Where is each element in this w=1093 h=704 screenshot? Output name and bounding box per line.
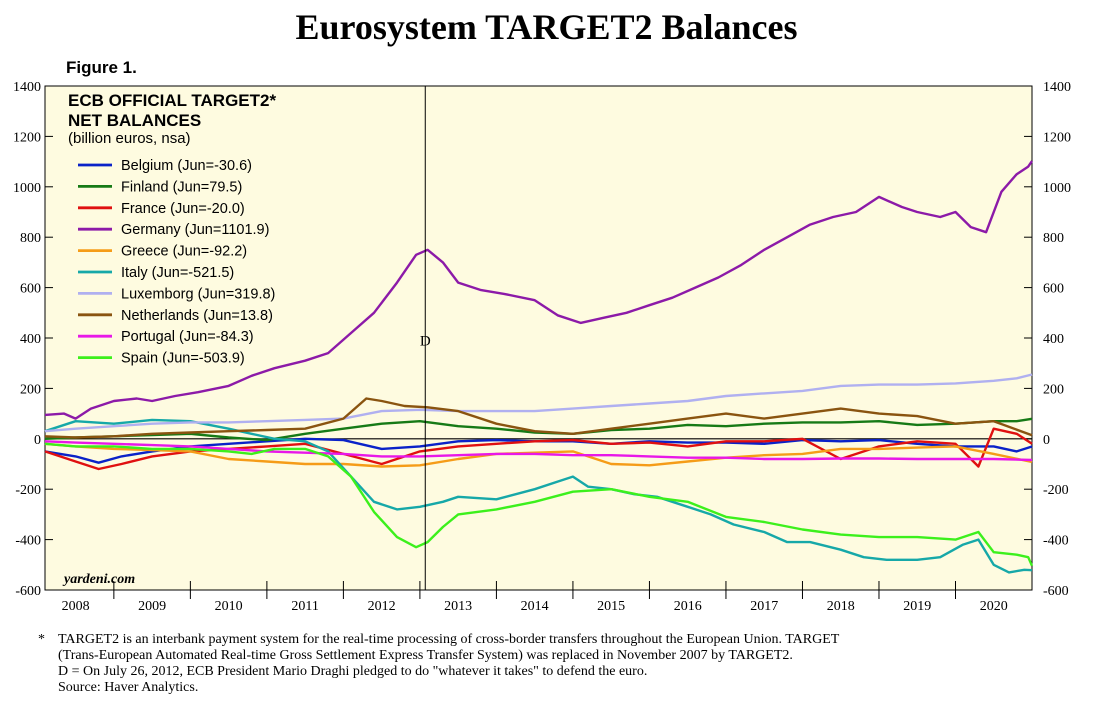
x-tick-label: 2011 [291,599,318,614]
x-tick-label: 2012 [368,599,396,614]
box-title-line1: ECB OFFICIAL TARGET2* [68,91,276,110]
y-tick-label-left: 800 [20,231,41,246]
box-title-line2: NET BALANCES [68,111,201,130]
tick-labels: -600 -600 -400 -400 -200 -200 0 0 200 200 400 400 60… [13,80,1071,614]
y-tick-label-left: 200 [20,382,41,397]
y-tick-label-left: -200 [15,483,41,498]
y-tick-label-right: 1000 [1043,181,1071,196]
x-tick-label: 2020 [980,599,1008,614]
x-tick-label: 2017 [750,599,778,614]
legend: Belgium (Jun=-30.6) Finland (Jun=79.5) Fra… [78,158,275,367]
y-tick-label-right: -600 [1043,584,1069,599]
footnote-star: * [38,632,45,647]
y-tick-label-right: 600 [1043,282,1064,297]
y-tick-label-right: 0 [1043,433,1050,448]
plot-area [44,85,1033,591]
y-tick-label-left: 1000 [13,181,41,196]
legend-label-portugal: Portugal (Jun=-84.3) [121,329,254,345]
x-tick-label: 2013 [444,599,472,614]
legend-label-finland: Finland (Jun=79.5) [121,179,242,195]
y-tick-label-left: 0 [34,433,41,448]
y-tick-label-right: -200 [1043,483,1069,498]
legend-label-greece: Greece (Jun=-92.2) [121,244,247,260]
y-tick-label-left: 1400 [13,80,41,95]
x-tick-label: 2019 [903,599,931,614]
legend-label-germany: Germany (Jun=1101.9) [121,222,269,238]
box-subtitle: (billion euros, nsa) [68,130,191,147]
watermark: yardeni.com [62,572,135,587]
series-line-spain [44,442,1034,567]
x-tick-label: 2014 [521,599,549,614]
x-tick-label: 2018 [827,599,855,614]
y-tick-label-left: -600 [15,584,41,599]
chart-title: Eurosystem TARGET2 Balances [295,7,798,47]
legend-label-belgium: Belgium (Jun=-30.6) [121,158,252,174]
figure-label: Figure 1. [66,58,137,77]
annotation-label: D [420,334,431,350]
footnote-line-2: (Trans-European Automated Real-time Gros… [58,648,793,663]
x-tick-label: 2009 [138,599,166,614]
y-tick-label-right: 1400 [1043,80,1071,95]
x-tick-label: 2008 [62,599,90,614]
y-tick-label-left: -400 [15,534,41,549]
y-tick-label-right: 1200 [1043,130,1071,145]
y-tick-label-right: 800 [1043,231,1064,246]
series-line-italy [44,418,1033,574]
legend-label-netherlands: Netherlands (Jun=13.8) [121,308,273,324]
x-tick-label: 2015 [597,599,625,614]
footnote-line-4: Source: Haver Analytics. [58,680,199,695]
x-tick-label: 2010 [215,599,243,614]
y-tick-label-right: -400 [1043,534,1069,549]
legend-label-luxemborg: Luxemborg (Jun=319.8) [121,286,275,302]
y-tick-label-left: 600 [20,282,41,297]
series-line-netherlands [44,397,1033,439]
axis-ticks [45,85,1032,599]
footnote-line-3: D = On July 26, 2012, ECB President Mari… [58,664,648,679]
legend-label-france: France (Jun=-20.0) [121,201,245,217]
y-tick-label-left: 400 [20,332,41,347]
series-lines [44,160,1034,574]
footnote: * TARGET2 is an interbank payment system… [38,632,1068,696]
legend-label-italy: Italy (Jun=-521.5) [121,265,234,281]
x-tick-label: 2016 [674,599,702,614]
y-tick-label-right: 400 [1043,332,1064,347]
footnote-line-1: TARGET2 is an interbank payment system f… [58,632,840,647]
legend-label-spain: Spain (Jun=-503.9) [121,351,245,367]
y-tick-label-right: 200 [1043,382,1064,397]
series-line-portugal [44,440,1033,462]
series-line-luxemborg [44,373,1033,433]
series-line-germany [44,160,1033,420]
y-tick-label-left: 1200 [13,130,41,145]
